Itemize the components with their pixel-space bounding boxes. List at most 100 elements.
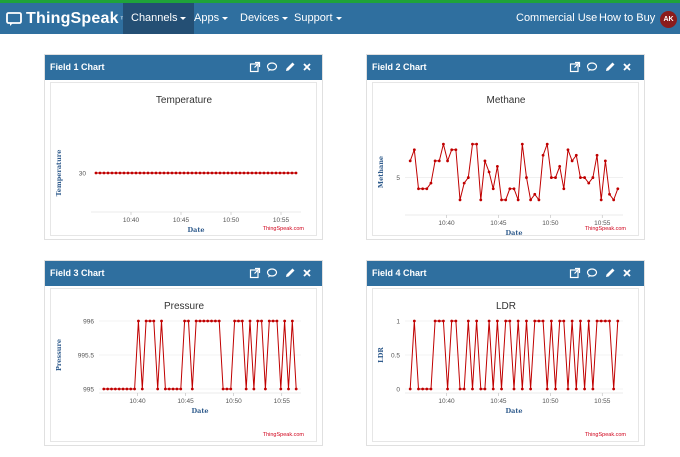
data-point[interactable] [508,187,512,191]
data-point[interactable] [130,171,134,175]
data-point[interactable] [442,142,445,146]
data-point[interactable] [294,387,298,391]
data-point[interactable] [250,171,254,175]
data-point[interactable] [595,319,599,323]
data-point[interactable] [294,171,298,175]
data-point[interactable] [450,148,454,152]
data-point[interactable] [450,319,454,323]
data-point[interactable] [137,319,140,323]
data-point[interactable] [144,319,148,323]
data-point[interactable] [421,187,425,191]
data-point[interactable] [126,171,130,175]
data-point[interactable] [198,171,202,175]
data-point[interactable] [554,176,557,179]
data-point[interactable] [520,142,524,146]
data-point[interactable] [242,171,246,175]
data-point[interactable] [608,192,611,196]
data-point[interactable] [421,387,425,391]
data-point[interactable] [262,171,266,175]
data-point[interactable] [454,148,458,152]
data-point[interactable] [129,387,133,391]
data-point[interactable] [162,171,166,175]
data-point[interactable] [213,319,217,323]
data-point[interactable] [260,319,263,323]
nav-commercial-use[interactable]: Commercial Use [516,12,598,24]
data-point[interactable] [408,159,412,163]
data-point[interactable] [225,387,229,391]
data-point[interactable] [570,159,574,163]
data-point[interactable] [194,319,198,323]
data-point[interactable] [549,176,553,179]
nav-support[interactable]: Support [286,3,350,34]
pencil-icon[interactable] [284,61,296,73]
data-point[interactable] [446,387,449,391]
data-point[interactable] [234,171,238,175]
nav-devices[interactable]: Devices [232,3,296,34]
data-point[interactable] [206,171,210,175]
data-point[interactable] [437,319,441,323]
data-point[interactable] [171,387,175,391]
comment-icon[interactable] [266,267,278,279]
data-point[interactable] [190,387,194,391]
data-point[interactable] [290,171,294,175]
data-point[interactable] [408,387,412,391]
comment-icon[interactable] [266,61,278,73]
data-point[interactable] [616,319,620,323]
data-point[interactable] [210,319,213,323]
chart-credit-link[interactable]: ThingSpeak.com [585,432,627,438]
data-point[interactable] [516,198,520,202]
data-point[interactable] [154,171,158,175]
data-point[interactable] [525,176,528,179]
data-point[interactable] [190,171,194,175]
external-link-icon[interactable] [249,267,261,279]
data-point[interactable] [178,171,182,175]
data-point[interactable] [466,176,470,179]
external-link-icon[interactable] [249,61,261,73]
data-point[interactable] [158,171,162,175]
data-point[interactable] [549,319,553,323]
data-point[interactable] [495,165,499,168]
data-point[interactable] [425,187,429,191]
pencil-icon[interactable] [284,267,296,279]
data-point[interactable] [146,171,150,175]
data-point[interactable] [417,387,420,391]
data-point[interactable] [562,319,566,323]
data-point[interactable] [214,171,218,175]
data-point[interactable] [138,171,142,175]
data-point[interactable] [583,176,586,179]
data-point[interactable] [140,387,144,391]
data-point[interactable] [566,387,570,391]
chart-credit-link[interactable]: ThingSpeak.com [585,226,627,232]
data-point[interactable] [254,171,258,175]
data-point[interactable] [248,319,252,323]
data-point[interactable] [562,187,566,191]
brand-logo[interactable]: ThingSpeak™ [6,7,128,31]
data-point[interactable] [183,319,187,323]
data-point[interactable] [603,319,607,323]
data-point[interactable] [537,198,541,202]
data-point[interactable] [458,387,462,391]
data-point[interactable] [587,319,591,323]
data-point[interactable] [222,171,226,175]
data-point[interactable] [566,148,570,152]
data-point[interactable] [98,171,102,175]
nav-channels[interactable]: Channels [123,3,195,34]
data-point[interactable] [541,153,545,157]
data-point[interactable] [117,387,121,391]
data-point[interactable] [152,319,156,323]
data-point[interactable] [134,171,138,175]
nav-how-to-buy[interactable]: How to Buy [599,12,656,24]
pencil-icon[interactable] [604,267,616,279]
data-point[interactable] [583,387,586,391]
nav-apps[interactable]: Apps [186,3,236,34]
data-point[interactable] [616,187,620,191]
data-point[interactable] [433,319,437,323]
data-point[interactable] [206,319,210,323]
data-point[interactable] [150,171,154,175]
data-point[interactable] [429,181,433,185]
data-point[interactable] [233,319,237,323]
data-point[interactable] [558,165,562,168]
data-point[interactable] [541,319,545,323]
data-point[interactable] [252,387,256,391]
data-point[interactable] [102,387,106,391]
